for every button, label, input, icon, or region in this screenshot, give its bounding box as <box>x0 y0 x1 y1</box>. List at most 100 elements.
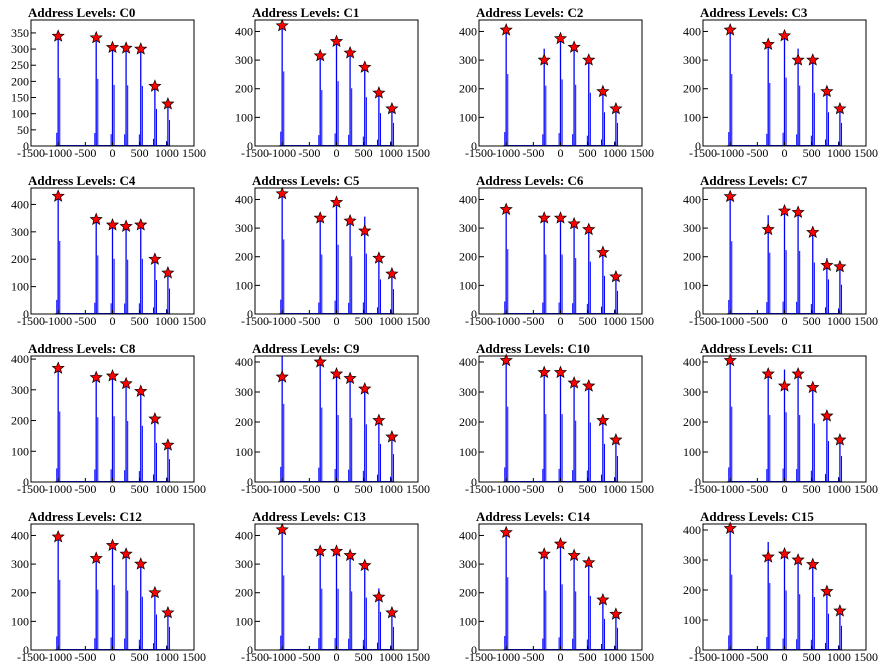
x-tick-label: 500 <box>803 482 821 496</box>
chart-title: Address Levels: C4 <box>28 173 136 188</box>
x-tick-label: 500 <box>355 482 373 496</box>
x-tick-label: -1000 <box>492 650 520 664</box>
x-tick-label: -1000 <box>44 482 72 496</box>
histogram-plot: 0 100 200 300 400 -1500 -1000 -500 0 500 1000 1500 <box>11 352 206 496</box>
y-tick-label: 200 <box>235 415 253 429</box>
x-tick-label: 1000 <box>603 314 627 328</box>
x-tick-label: 0 <box>334 314 340 328</box>
x-tick-label: 1000 <box>827 650 851 664</box>
x-tick-label: -1500 <box>17 482 45 496</box>
star-marker <box>820 258 834 271</box>
x-tick-label: -1500 <box>465 314 493 328</box>
x-tick-label: -1500 <box>241 650 269 664</box>
star-marker <box>609 433 623 446</box>
x-tick-label: 1000 <box>155 314 179 328</box>
star-marker <box>723 353 737 367</box>
x-tick-label: -1500 <box>689 650 717 664</box>
y-tick-label: 100 <box>11 444 29 458</box>
star-marker <box>275 370 289 383</box>
star-marker <box>134 557 148 570</box>
star-marker <box>777 379 792 392</box>
x-tick-label: 0 <box>782 146 788 160</box>
star-marker <box>791 553 805 566</box>
chart-title: Address Levels: C15 <box>700 509 814 524</box>
x-tick-label: 1500 <box>182 650 206 664</box>
y-tick-label: 200 <box>11 586 29 600</box>
star-marker <box>275 186 289 200</box>
x-tick-label: 0 <box>334 650 340 664</box>
star-marker <box>582 222 596 236</box>
x-tick-label: -500 <box>298 482 320 496</box>
y-tick-label: 300 <box>459 385 477 399</box>
star-marker <box>134 42 148 55</box>
star-marker <box>89 212 103 226</box>
star-marker <box>723 23 737 36</box>
star-marker <box>499 525 513 539</box>
x-tick-label: 1500 <box>630 650 654 664</box>
y-tick-label: 400 <box>683 523 701 537</box>
y-tick-label: 200 <box>11 414 29 428</box>
histogram-panel: Address Levels: C8 0 100 200 300 400 -1500 -100… <box>0 336 224 504</box>
star-marker <box>51 189 65 202</box>
x-tick-label: -500 <box>746 650 768 664</box>
x-tick-label: -1500 <box>689 314 717 328</box>
x-tick-label: 0 <box>782 650 788 664</box>
x-tick-label: 1000 <box>603 650 627 664</box>
star-marker <box>134 384 148 397</box>
star-marker <box>582 53 596 66</box>
x-tick-label: -1500 <box>241 314 269 328</box>
x-tick-label: 0 <box>110 146 116 160</box>
star-marker <box>343 371 357 385</box>
x-tick-label: 0 <box>558 314 564 328</box>
star-marker <box>537 211 551 224</box>
y-tick-label: 300 <box>683 53 701 67</box>
x-tick-label: 500 <box>131 650 149 664</box>
histogram-panel: Address Levels: C13 0 100 200 300 400 -1500 -10… <box>224 504 448 672</box>
histogram-plot: 0 100 200 300 400 -1500 -1000 -500 0 500 1000 1500 <box>235 18 430 160</box>
chart-title: Address Levels: C3 <box>700 5 808 20</box>
y-tick-label: 100 <box>459 110 477 124</box>
star-marker <box>119 41 133 54</box>
star-marker <box>275 522 289 536</box>
star-marker <box>148 79 162 92</box>
star-marker <box>582 379 596 392</box>
y-tick-label: 50 <box>17 123 29 137</box>
y-tick-label: 200 <box>235 250 253 264</box>
histogram-panel: Address Levels: C2 0 100 200 300 400 -1500 -100… <box>448 0 672 168</box>
x-tick-label: 0 <box>334 146 340 160</box>
x-tick-label: 0 <box>558 146 564 160</box>
histogram-panel: Address Levels: C9 0 100 200 300 400 -1500 -100… <box>224 336 448 504</box>
x-tick-label: 1000 <box>603 146 627 160</box>
x-tick-label: 1500 <box>182 314 206 328</box>
star-marker <box>134 218 148 231</box>
star-marker <box>596 84 610 98</box>
star-marker <box>806 225 820 238</box>
star-marker <box>329 34 344 48</box>
y-tick-label: 400 <box>11 528 29 542</box>
x-tick-label: 1500 <box>406 314 430 328</box>
y-tick-label: 300 <box>11 383 29 397</box>
x-tick-label: -1500 <box>465 482 493 496</box>
x-tick-label: 1000 <box>827 482 851 496</box>
histogram-plot: 0 100 200 300 400 -1500 -1000 -500 0 500 1000 1500 <box>459 523 654 664</box>
star-marker <box>161 605 175 619</box>
y-tick-label: 400 <box>235 355 253 369</box>
x-tick-label: 0 <box>334 482 340 496</box>
y-tick-label: 300 <box>235 385 253 399</box>
x-tick-label: -1500 <box>465 650 493 664</box>
star-marker <box>89 30 103 44</box>
x-tick-label: 1500 <box>630 146 654 160</box>
chart-title: Address Levels: C13 <box>252 509 366 524</box>
y-tick-label: 200 <box>459 250 477 264</box>
x-tick-label: -500 <box>74 650 96 664</box>
histogram-panel: Address Levels: C0 0 50 100 150 200 250 300 350 -… <box>0 0 224 168</box>
x-tick-label: 0 <box>110 314 116 328</box>
y-tick-label: 300 <box>235 557 253 571</box>
star-marker <box>596 245 610 259</box>
star-marker <box>313 211 327 224</box>
y-tick-label: 300 <box>459 53 477 67</box>
chart-title: Address Levels: C0 <box>28 5 136 20</box>
y-tick-label: 400 <box>235 192 253 206</box>
y-tick-label: 400 <box>11 197 29 211</box>
